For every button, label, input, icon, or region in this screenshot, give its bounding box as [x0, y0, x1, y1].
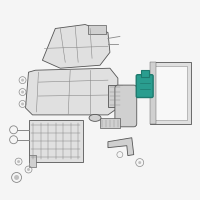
Bar	[150, 62, 156, 124]
Bar	[141, 70, 149, 77]
Circle shape	[27, 168, 30, 171]
Circle shape	[21, 79, 24, 82]
Circle shape	[14, 175, 19, 180]
Polygon shape	[108, 138, 134, 156]
Ellipse shape	[89, 114, 101, 121]
Circle shape	[138, 161, 141, 164]
Polygon shape	[26, 68, 118, 115]
Circle shape	[21, 102, 24, 105]
Bar	[88, 25, 106, 34]
Bar	[150, 62, 191, 124]
FancyBboxPatch shape	[115, 85, 137, 127]
Circle shape	[140, 80, 145, 85]
FancyBboxPatch shape	[136, 75, 153, 98]
Circle shape	[21, 91, 24, 94]
Bar	[100, 118, 120, 128]
Bar	[29, 155, 36, 167]
Polygon shape	[42, 25, 110, 68]
Bar	[154, 66, 187, 120]
Bar	[29, 120, 83, 162]
Bar	[108, 85, 122, 107]
Circle shape	[17, 160, 20, 163]
